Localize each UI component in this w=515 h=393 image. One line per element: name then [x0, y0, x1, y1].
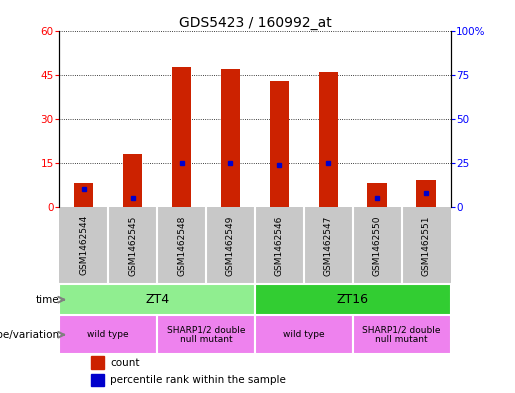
Text: GSM1462549: GSM1462549: [226, 215, 235, 275]
Bar: [157, 316, 255, 354]
Text: genotype/variation: genotype/variation: [0, 330, 59, 340]
Text: GSM1462547: GSM1462547: [324, 215, 333, 275]
Bar: [59, 284, 255, 316]
Text: GSM1462546: GSM1462546: [275, 215, 284, 275]
Bar: [74, 184, 94, 207]
Text: SHARP1/2 double
null mutant: SHARP1/2 double null mutant: [363, 325, 441, 344]
Text: GSM1462550: GSM1462550: [373, 215, 382, 275]
Text: wild type: wild type: [283, 330, 324, 339]
Bar: [171, 66, 191, 207]
Bar: [59, 316, 157, 354]
Text: ZT16: ZT16: [337, 293, 369, 306]
Bar: [91, 374, 104, 386]
Bar: [123, 154, 142, 207]
Text: time: time: [36, 295, 59, 305]
Text: GSM1462548: GSM1462548: [177, 215, 186, 275]
Text: percentile rank within the sample: percentile rank within the sample: [110, 375, 286, 385]
Title: GDS5423 / 160992_at: GDS5423 / 160992_at: [179, 17, 331, 30]
Bar: [269, 81, 289, 207]
Bar: [353, 316, 451, 354]
Bar: [255, 316, 353, 354]
Text: GSM1462544: GSM1462544: [79, 215, 88, 275]
Text: SHARP1/2 double
null mutant: SHARP1/2 double null mutant: [167, 325, 245, 344]
Text: wild type: wild type: [88, 330, 129, 339]
Text: ZT4: ZT4: [145, 293, 169, 306]
Bar: [318, 72, 338, 207]
Bar: [367, 184, 387, 207]
Text: count: count: [110, 358, 140, 368]
Text: GSM1462545: GSM1462545: [128, 215, 137, 275]
Text: GSM1462551: GSM1462551: [422, 215, 431, 275]
Bar: [91, 356, 104, 369]
Bar: [255, 284, 451, 316]
Bar: [416, 180, 436, 207]
Bar: [220, 70, 240, 207]
